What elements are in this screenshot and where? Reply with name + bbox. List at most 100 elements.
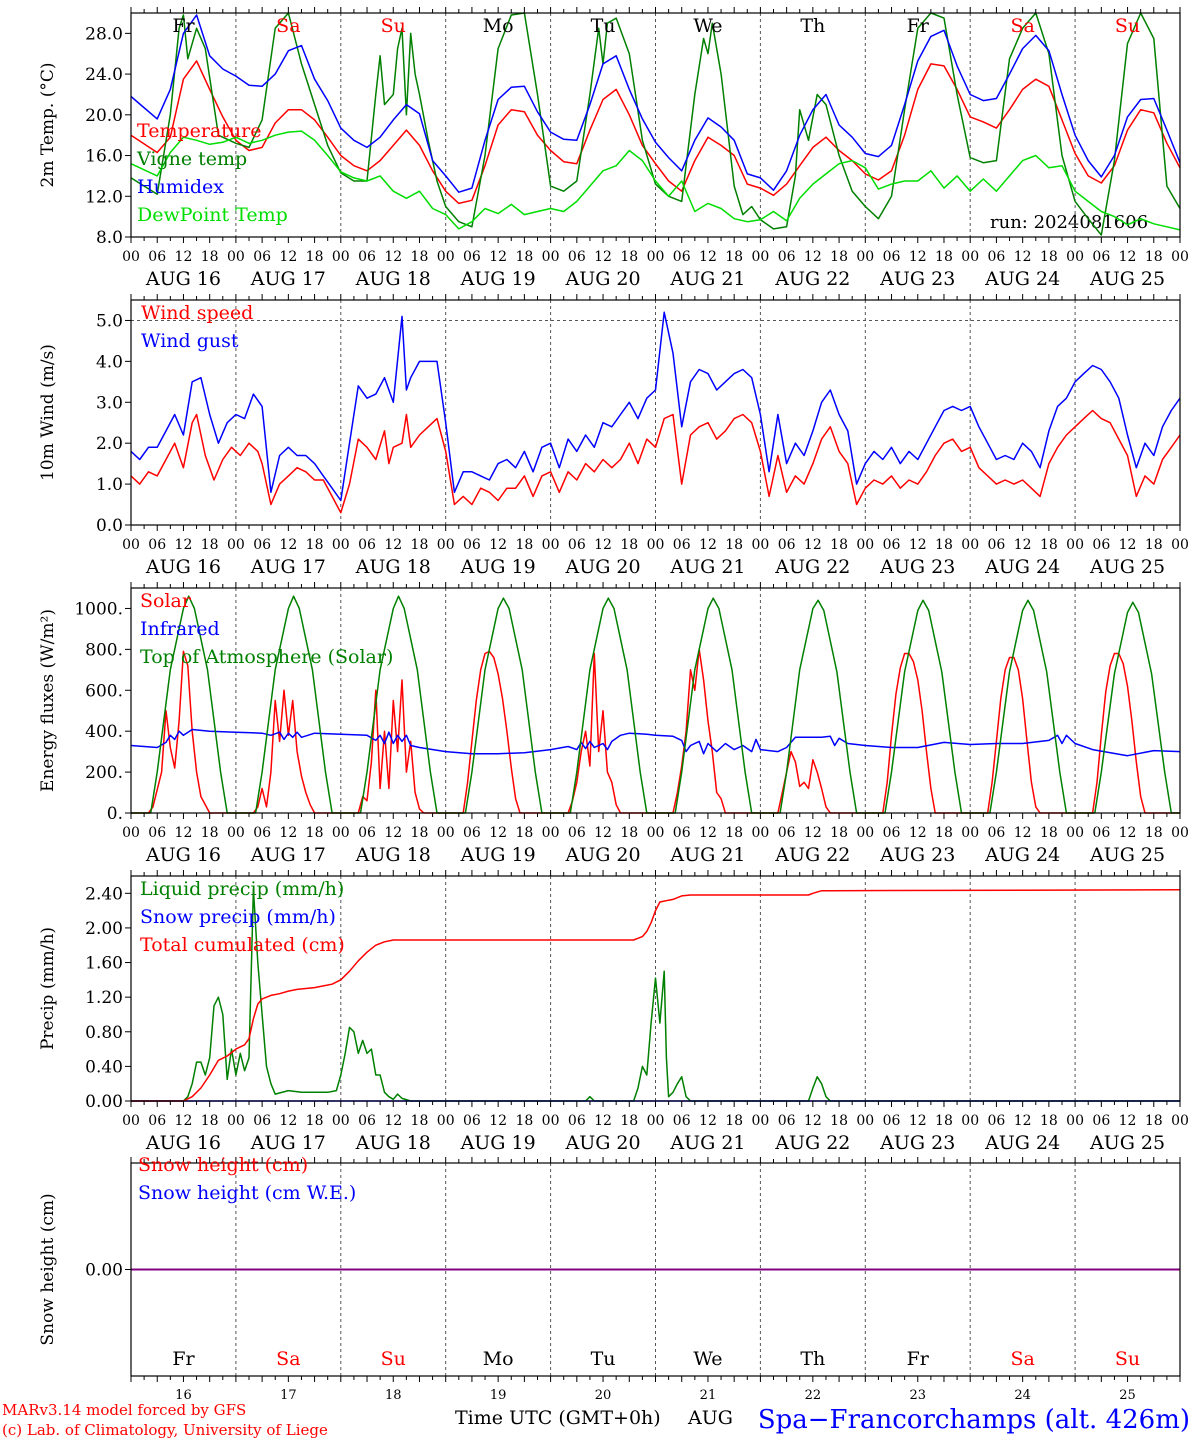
weekday-label: Th [800, 15, 825, 37]
hour-tick-label: 06 [988, 537, 1006, 553]
date-label: AUG 18 [355, 844, 431, 866]
hour-tick-label: 18 [620, 249, 638, 265]
hour-tick-label: 00 [122, 537, 140, 553]
hour-tick-label: 18 [1040, 1113, 1058, 1129]
weekday-label: Mo [483, 15, 514, 37]
hour-tick-label: 00 [1171, 1113, 1189, 1129]
hour-tick-label: 18 [411, 825, 429, 841]
weekday-label: Su [1115, 15, 1140, 37]
hour-tick-label: 12 [175, 825, 193, 841]
hour-tick-label: 12 [909, 537, 927, 553]
hour-tick-label: 06 [253, 1113, 271, 1129]
hour-tick-label: 18 [935, 825, 953, 841]
hour-tick-label: 00 [1066, 537, 1084, 553]
date-label: AUG 25 [1089, 1132, 1165, 1154]
hour-tick-label: 06 [253, 537, 271, 553]
hour-tick-label: 06 [673, 537, 691, 553]
hour-tick-label: 12 [804, 1113, 822, 1129]
y-tick-label: 16.0 [85, 147, 123, 167]
date-label: AUG 19 [460, 556, 536, 578]
y-tick-label: 0.0 [96, 516, 123, 536]
date-label: AUG 18 [355, 556, 431, 578]
y-tick-label: 8.0 [96, 228, 123, 248]
series-line-1 [130, 60, 1181, 205]
y-tick-label: 5.0 [96, 311, 123, 331]
y-tick-label: 800. [85, 640, 123, 660]
date-label: AUG 25 [1089, 556, 1165, 578]
hour-tick-label: 00 [647, 249, 665, 265]
series-line-3 [130, 14, 1181, 193]
series-line-2 [130, 12, 1181, 236]
hour-tick-label: 06 [883, 249, 901, 265]
hour-tick-label: 00 [856, 825, 874, 841]
hour-tick-label: 18 [725, 825, 743, 841]
y-tick-label: 0.80 [85, 1023, 123, 1043]
credit-line-2: (c) Lab. of Climatology, University of L… [2, 1421, 328, 1439]
series-line-2 [130, 311, 1181, 502]
hour-tick-label: 12 [279, 825, 297, 841]
hour-tick-label: 12 [1119, 1113, 1137, 1129]
series-line-1 [131, 648, 1180, 814]
weekday-label: Fr [172, 1348, 195, 1370]
hour-tick-label: 18 [306, 249, 324, 265]
hour-tick-label: 12 [384, 1113, 402, 1129]
hour-tick-label: 06 [148, 537, 166, 553]
y-tick-label: 0.00 [85, 1092, 123, 1112]
date-label: AUG 17 [250, 268, 326, 290]
hour-tick-label: 12 [175, 537, 193, 553]
hour-tick-label: 06 [883, 1113, 901, 1129]
hour-tick-label: 06 [1092, 1113, 1110, 1129]
date-label: AUG 17 [250, 1132, 326, 1154]
hour-tick-label: 12 [909, 1113, 927, 1129]
date-label: AUG 16 [145, 844, 221, 866]
hour-tick-label: 18 [1145, 249, 1163, 265]
credit-line-1: MARv3.14 model forced by GFS [2, 1401, 246, 1419]
hour-tick-label: 18 [306, 825, 324, 841]
hour-tick-label: 12 [279, 1113, 297, 1129]
legend-entry: Snow height (cm W.E.) [138, 1182, 356, 1204]
hour-tick-label: 00 [856, 249, 874, 265]
date-label: AUG 16 [145, 1132, 221, 1154]
hour-tick-label: 06 [988, 249, 1006, 265]
weekday-label: Sa [1010, 15, 1034, 37]
hour-tick-label: 12 [1014, 825, 1032, 841]
day-number: 18 [385, 1388, 402, 1403]
day-number: 25 [1119, 1388, 1136, 1403]
weekday-label: Sa [276, 1348, 300, 1370]
weekday-label: Su [381, 15, 406, 37]
weekday-label: Mo [483, 1348, 514, 1370]
hour-tick-label: 00 [961, 537, 979, 553]
hour-tick-label: 06 [463, 1113, 481, 1129]
plot-frame [130, 299, 1181, 526]
y-tick-label: 200. [85, 763, 123, 783]
hour-tick-label: 18 [935, 1113, 953, 1129]
hour-tick-label: 00 [542, 249, 560, 265]
series-line-2 [130, 728, 1181, 757]
date-label: AUG 23 [879, 844, 955, 866]
hour-tick-label: 00 [227, 825, 245, 841]
hour-tick-label: 18 [620, 825, 638, 841]
weekday-label: Sa [1010, 1348, 1034, 1370]
hour-tick-label: 06 [253, 825, 271, 841]
hour-tick-label: 18 [830, 537, 848, 553]
hour-tick-label: 00 [122, 1113, 140, 1129]
y-tick-label: 600. [85, 681, 123, 701]
hour-tick-label: 12 [699, 1113, 717, 1129]
date-label: AUG 21 [669, 556, 745, 578]
date-label: AUG 19 [460, 268, 536, 290]
hour-tick-label: 18 [201, 1113, 219, 1129]
y-tick-label: 12.0 [85, 187, 123, 207]
hour-tick-label: 00 [1066, 1113, 1084, 1129]
hour-tick-label: 12 [489, 1113, 507, 1129]
date-label: AUG 18 [355, 268, 431, 290]
weekday-label: Su [1115, 1348, 1140, 1370]
hour-tick-label: 18 [725, 249, 743, 265]
hour-tick-label: 00 [751, 1113, 769, 1129]
panel-4: 0.00 0.40 0.80 1.20 1.60 2.00 2.40 Precip (mm/h… [38, 870, 1189, 1154]
y-tick-label: 24.0 [85, 65, 123, 85]
y-tick-label: 0.40 [85, 1057, 123, 1077]
hour-tick-label: 06 [883, 825, 901, 841]
hour-tick-label: 00 [332, 249, 350, 265]
hour-tick-label: 00 [751, 537, 769, 553]
hour-tick-label: 18 [515, 537, 533, 553]
